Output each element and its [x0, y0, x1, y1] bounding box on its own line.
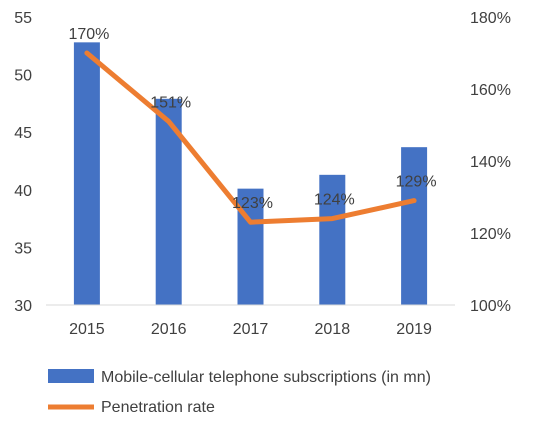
x-tick-label: 2019 — [396, 321, 432, 338]
bar-series — [73, 42, 428, 306]
legend-item-line: Penetration rate — [48, 399, 215, 416]
legend-swatch-bar — [48, 369, 94, 383]
data-label-2019: 129% — [396, 174, 437, 191]
legend-label-bar: Mobile-cellular telephone subscriptions … — [101, 369, 431, 386]
data-labels: 170% 151% 123% 124% 129% — [68, 26, 436, 212]
bar-2019 — [401, 147, 428, 305]
data-label-2016: 151% — [150, 94, 191, 111]
legend-label-line: Penetration rate — [101, 399, 215, 416]
data-label-2018: 124% — [314, 192, 355, 209]
right-tick-label: 120% — [470, 226, 511, 243]
right-axis-ticks: 100% 120% 140% 160% 180% — [470, 10, 511, 315]
x-axis-ticks: 2015 2016 2017 2018 2019 — [69, 321, 432, 338]
penetration-rate-line — [84, 50, 417, 225]
legend: Mobile-cellular telephone subscriptions … — [48, 369, 431, 416]
x-tick-label: 2017 — [233, 321, 269, 338]
left-tick-label: 55 — [14, 10, 32, 27]
x-tick-label: 2016 — [151, 321, 187, 338]
bar-2015 — [73, 42, 100, 306]
left-tick-label: 35 — [14, 240, 32, 257]
x-tick-label: 2015 — [69, 321, 105, 338]
right-tick-label: 160% — [470, 82, 511, 99]
left-tick-label: 30 — [14, 298, 32, 315]
right-tick-label: 180% — [470, 10, 511, 27]
right-tick-label: 100% — [470, 298, 511, 315]
data-label-2017: 123% — [232, 195, 273, 212]
x-tick-label: 2018 — [315, 321, 351, 338]
left-tick-label: 45 — [14, 125, 32, 142]
left-tick-label: 40 — [14, 183, 32, 200]
line-series — [84, 50, 417, 225]
left-axis-ticks: 30 35 40 45 50 55 — [14, 10, 32, 315]
data-label-2015: 170% — [68, 26, 109, 43]
left-tick-label: 50 — [14, 68, 32, 85]
right-tick-label: 140% — [470, 154, 511, 171]
bar-2018 — [319, 174, 346, 305]
legend-item-bar: Mobile-cellular telephone subscriptions … — [48, 369, 431, 386]
